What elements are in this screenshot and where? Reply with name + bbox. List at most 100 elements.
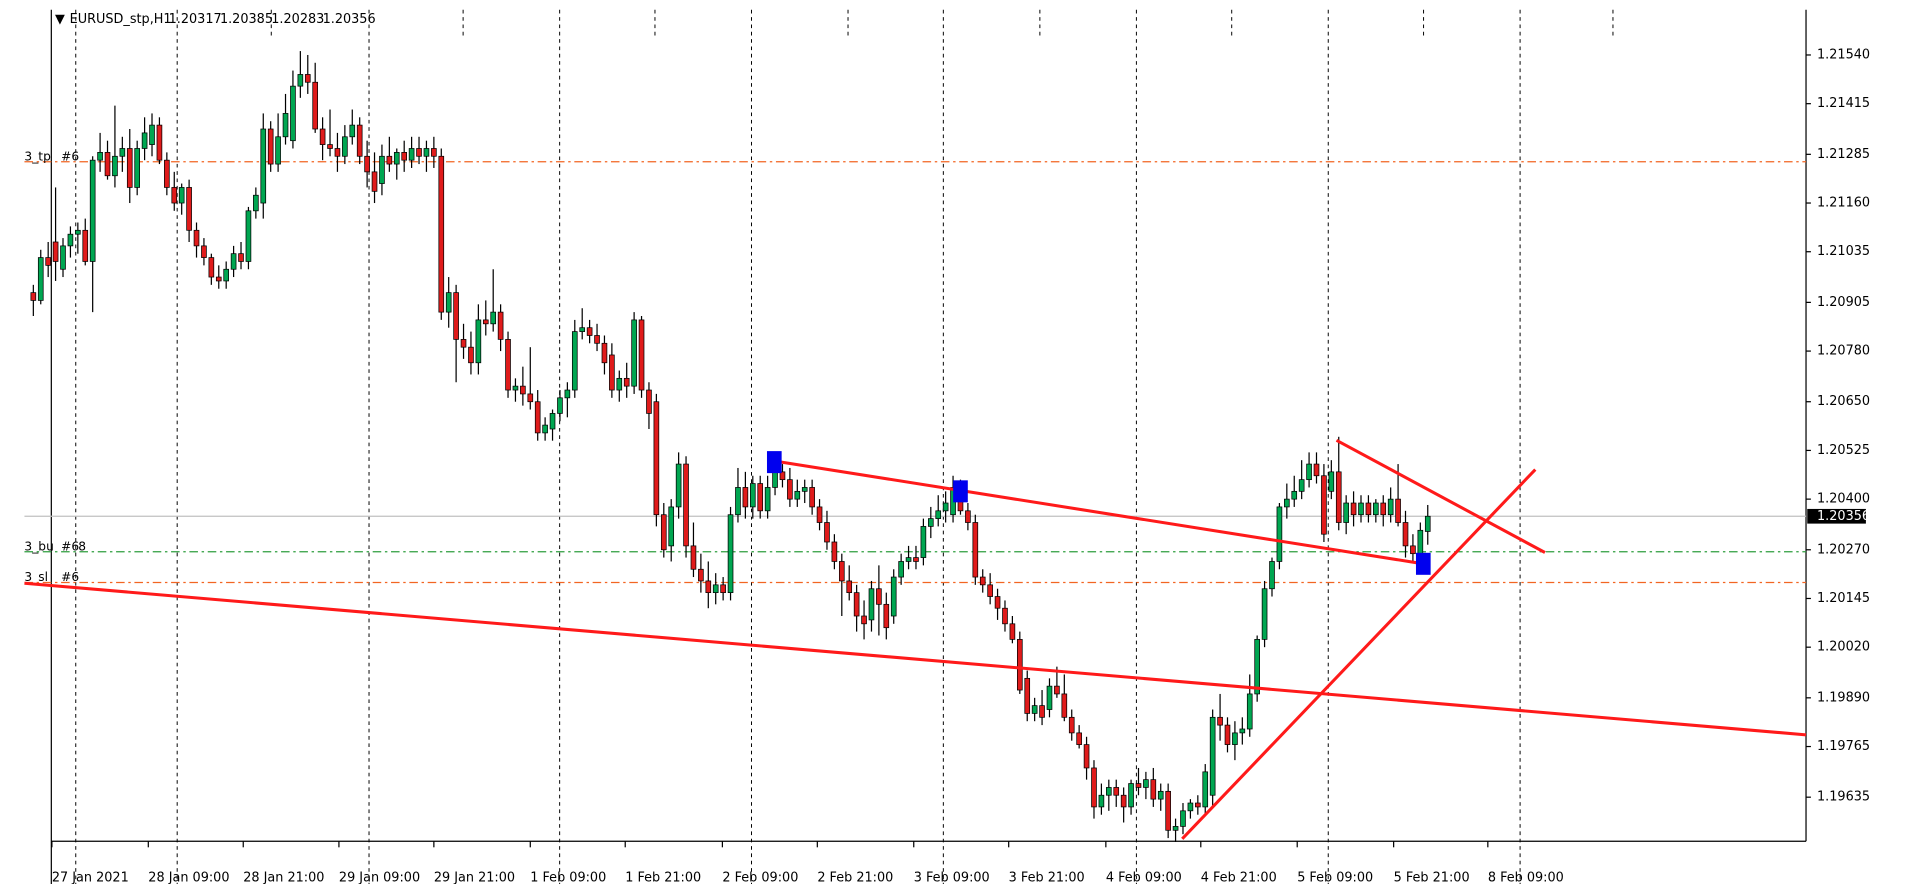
candle-body bbox=[149, 124, 155, 145]
candle-body bbox=[386, 155, 393, 165]
y-tick-label: 1.20270 bbox=[1817, 542, 1870, 557]
candle-body bbox=[1224, 724, 1231, 745]
candle-body bbox=[690, 545, 697, 570]
y-tick-label: 1.19635 bbox=[1817, 790, 1870, 805]
candle-body bbox=[1209, 716, 1216, 796]
candle-body bbox=[356, 124, 363, 157]
candle-body bbox=[1380, 502, 1387, 516]
candle-body bbox=[1009, 623, 1016, 640]
candle-body bbox=[905, 557, 912, 562]
candle-body bbox=[772, 471, 778, 488]
candle-body bbox=[749, 483, 756, 508]
candle-body bbox=[230, 253, 237, 270]
candle-body bbox=[431, 148, 437, 157]
candle-body bbox=[75, 229, 81, 235]
trendline bbox=[1181, 468, 1537, 840]
candle-body bbox=[1068, 716, 1075, 734]
candle-body bbox=[1395, 498, 1401, 523]
candle-body bbox=[245, 210, 252, 262]
candle-body bbox=[126, 148, 133, 188]
candle-body bbox=[1269, 561, 1275, 590]
header-high: 1.20385 bbox=[220, 12, 273, 27]
candle-body bbox=[1410, 545, 1416, 555]
level-tag: #6 bbox=[61, 570, 79, 584]
candle-body bbox=[505, 339, 511, 391]
candle-body bbox=[134, 148, 140, 188]
x-tick-label: 28 Jan 21:00 bbox=[243, 870, 324, 884]
candle-body bbox=[779, 471, 786, 481]
candle-body bbox=[45, 257, 51, 266]
candle-body bbox=[609, 354, 615, 391]
x-tick-label: 2 Feb 21:00 bbox=[817, 870, 893, 884]
candle-body bbox=[1128, 783, 1134, 808]
candle-body bbox=[1350, 502, 1357, 516]
candle-body bbox=[141, 132, 148, 149]
candle-body bbox=[735, 487, 741, 516]
candle-body bbox=[1143, 779, 1149, 788]
candle-body bbox=[831, 541, 838, 562]
candle-body bbox=[927, 518, 934, 527]
level-name: 3_sl bbox=[24, 570, 48, 584]
candle-body bbox=[534, 401, 541, 434]
candle-body bbox=[727, 514, 734, 594]
candle-body bbox=[193, 229, 200, 247]
candle-body bbox=[935, 510, 942, 519]
x-tick-label: 5 Feb 09:00 bbox=[1297, 870, 1373, 884]
candle-body bbox=[52, 241, 59, 262]
candle-body bbox=[267, 128, 274, 165]
chart-title: EURUSD_stp,H1 bbox=[70, 12, 172, 27]
candle-body bbox=[297, 74, 304, 87]
x-tick-label: 1 Feb 21:00 bbox=[625, 870, 701, 884]
x-tick-label: 29 Jan 09:00 bbox=[339, 870, 420, 884]
candle-body bbox=[1039, 705, 1045, 718]
candle-body bbox=[512, 385, 519, 391]
candle-body bbox=[646, 389, 652, 414]
candle-body bbox=[304, 74, 311, 83]
candle-body bbox=[720, 584, 726, 594]
y-tick-label: 1.20905 bbox=[1817, 295, 1870, 310]
header-close: 1.20356 bbox=[323, 12, 376, 27]
candle-body bbox=[579, 327, 586, 332]
current-price-label: 1.20356 bbox=[1817, 509, 1870, 524]
x-tick-label: 27 Jan 2021 bbox=[52, 870, 129, 884]
x-tick-label: 1 Feb 09:00 bbox=[530, 870, 606, 884]
candle-body bbox=[171, 187, 178, 204]
candle-body bbox=[1306, 463, 1312, 481]
y-tick-label: 1.21160 bbox=[1817, 196, 1870, 211]
y-tick-label: 1.20400 bbox=[1817, 492, 1870, 507]
candle-body bbox=[601, 342, 608, 364]
candle-body bbox=[571, 331, 578, 391]
x-tick-label: 8 Feb 09:00 bbox=[1488, 870, 1564, 884]
candle-body bbox=[616, 377, 623, 391]
candle-body bbox=[1335, 471, 1342, 523]
candle-body bbox=[1202, 771, 1209, 808]
candle-body bbox=[520, 385, 526, 395]
candle-body bbox=[1017, 639, 1023, 691]
candle-body bbox=[334, 148, 341, 157]
candle-body bbox=[557, 397, 563, 414]
level-name: 3_bu bbox=[24, 539, 53, 553]
candle-body bbox=[1217, 716, 1223, 726]
candle-body bbox=[1046, 685, 1053, 710]
candle-body bbox=[1291, 490, 1298, 500]
current-price-box bbox=[1807, 508, 1866, 524]
candle-body bbox=[342, 136, 348, 157]
candle-body bbox=[1098, 794, 1105, 808]
candle-body bbox=[660, 514, 667, 551]
candle-body bbox=[156, 124, 163, 161]
candle-body bbox=[253, 194, 259, 212]
candle-body bbox=[1298, 479, 1305, 492]
candle-body bbox=[82, 229, 89, 262]
y-tick-label: 1.20145 bbox=[1817, 591, 1870, 606]
candle-body bbox=[1254, 639, 1260, 695]
candle-body bbox=[408, 148, 415, 161]
candle-body bbox=[994, 596, 1001, 609]
candle-body bbox=[846, 580, 853, 594]
candle-body bbox=[638, 319, 645, 391]
candle-body bbox=[1157, 790, 1164, 800]
candle-body bbox=[164, 159, 170, 188]
candle-body bbox=[186, 187, 192, 231]
candle-body bbox=[119, 148, 126, 157]
